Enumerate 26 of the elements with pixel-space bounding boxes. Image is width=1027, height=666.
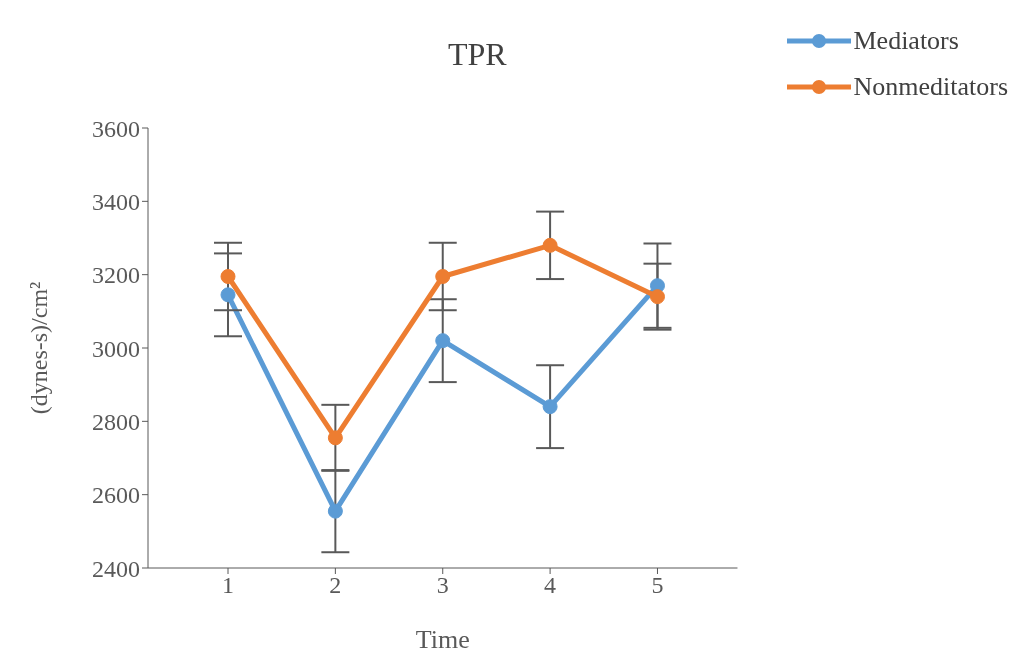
y-tick-label: 2800 <box>92 408 140 435</box>
point <box>220 269 236 284</box>
point <box>542 399 558 415</box>
point <box>435 269 451 284</box>
y-axis-title: (dynes-s)/cm² <box>25 281 52 415</box>
point <box>542 237 558 253</box>
x-tick-label: 5 <box>651 572 664 599</box>
point <box>649 289 665 305</box>
x-axis-title: Time <box>415 625 470 654</box>
point <box>327 503 343 519</box>
point <box>220 287 236 303</box>
y-tick-label: 3200 <box>92 262 140 289</box>
y-tick-label: 2600 <box>92 482 140 509</box>
y-tick-label: 2400 <box>92 555 140 582</box>
x-tick-label: 2 <box>329 572 342 599</box>
point <box>327 430 343 446</box>
y-tick-label: 3400 <box>92 188 140 215</box>
y-tick-label: 3600 <box>92 115 140 142</box>
y-tick-label: 3000 <box>92 335 140 362</box>
x-tick-label: 3 <box>436 572 449 599</box>
x-tick-label: 4 <box>544 572 557 599</box>
legend-label: Nonmeditators <box>853 72 1008 102</box>
x-tick-label: 1 <box>222 572 234 599</box>
legend-label: Mediators <box>853 26 959 56</box>
point <box>435 333 451 349</box>
chart-title: TPR <box>448 36 507 73</box>
